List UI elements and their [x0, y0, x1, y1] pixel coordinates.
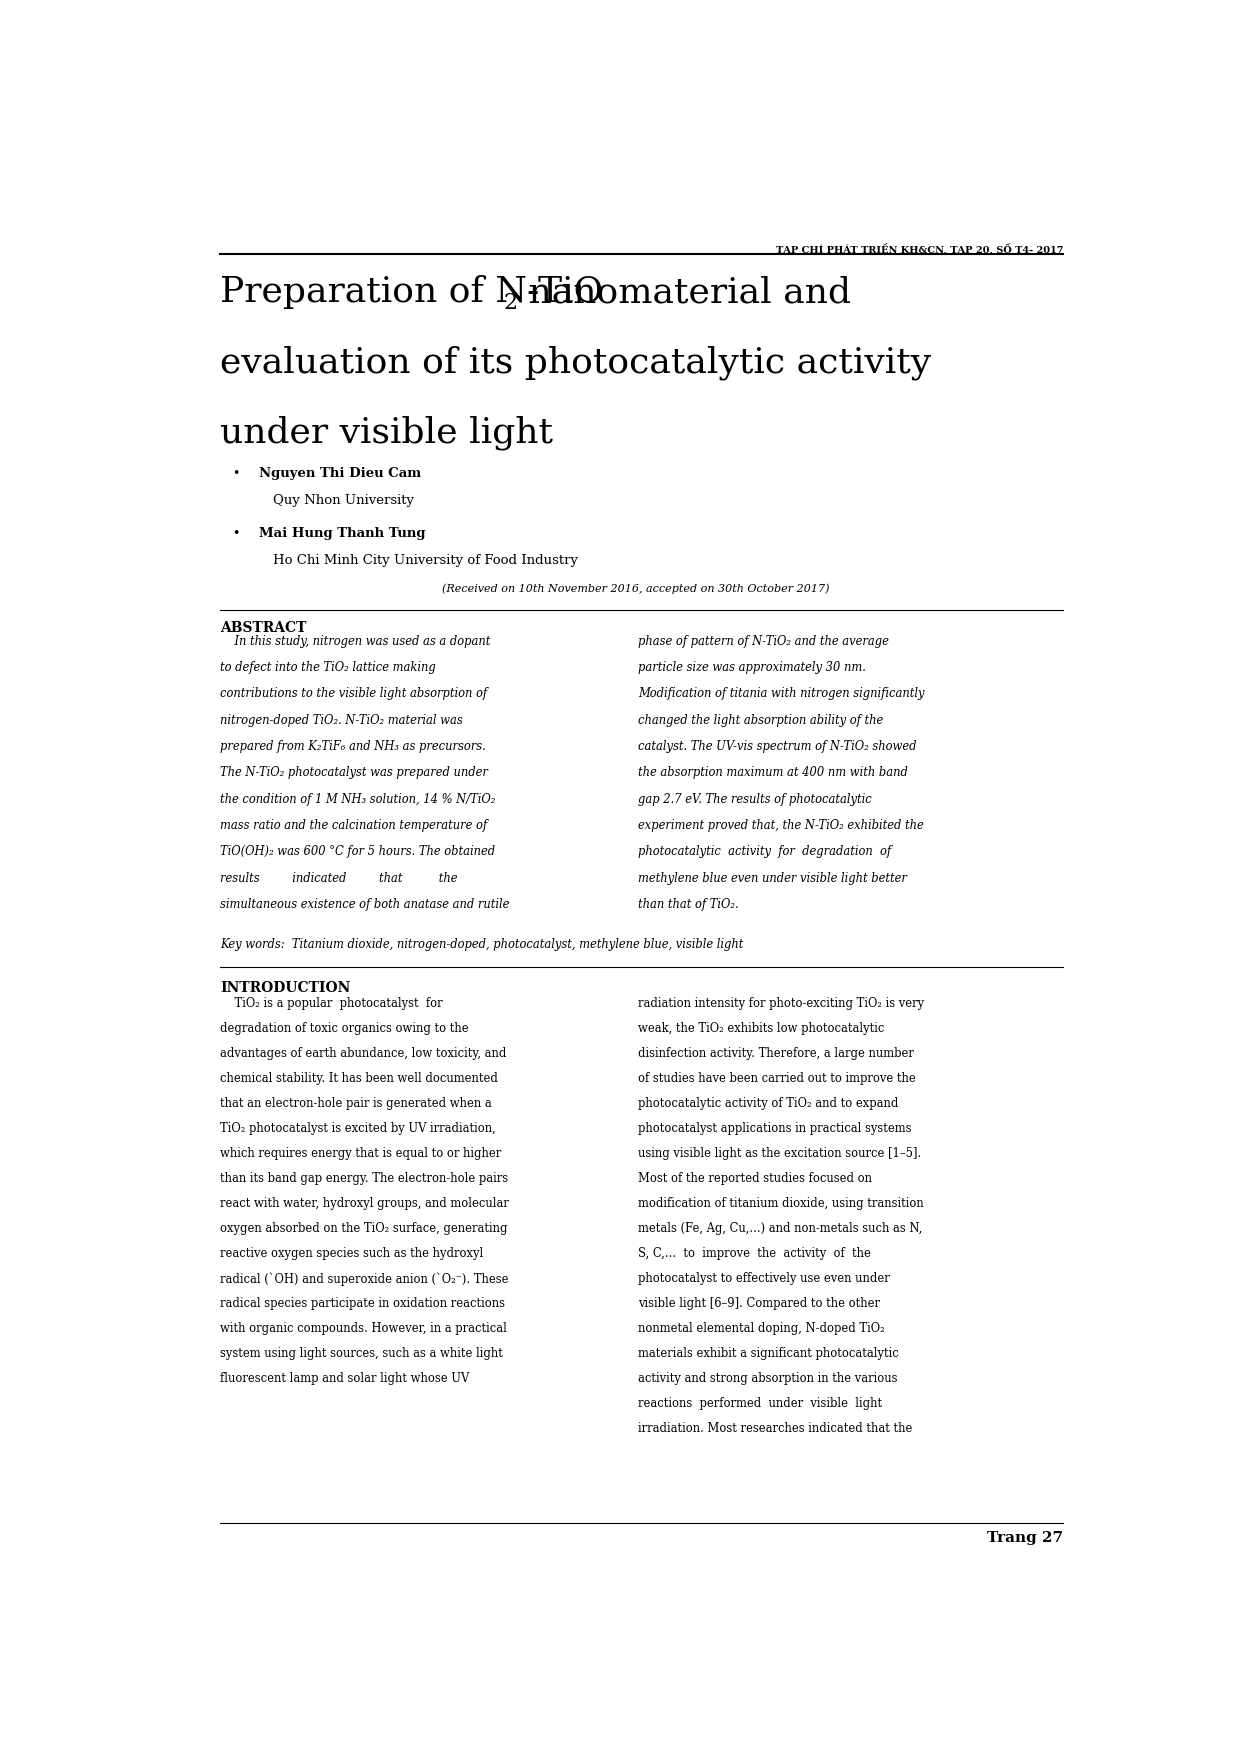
- Text: Mai Hung Thanh Tung: Mai Hung Thanh Tung: [259, 526, 425, 540]
- Text: which requires energy that is equal to or higher: which requires energy that is equal to o…: [221, 1147, 502, 1159]
- Text: TiO₂ is a popular  photocatalyst  for: TiO₂ is a popular photocatalyst for: [221, 998, 443, 1010]
- Text: the absorption maximum at 400 nm with band: the absorption maximum at 400 nm with ba…: [639, 766, 908, 779]
- Text: changed the light absorption ability of the: changed the light absorption ability of …: [639, 714, 884, 726]
- Text: modification of titanium dioxide, using transition: modification of titanium dioxide, using …: [639, 1196, 924, 1210]
- Text: of studies have been carried out to improve the: of studies have been carried out to impr…: [639, 1072, 916, 1086]
- Text: photocatalyst applications in practical systems: photocatalyst applications in practical …: [639, 1123, 911, 1135]
- Text: weak, the TiO₂ exhibits low photocatalytic: weak, the TiO₂ exhibits low photocatalyt…: [639, 1023, 885, 1035]
- Text: oxygen absorbed on the TiO₂ surface, generating: oxygen absorbed on the TiO₂ surface, gen…: [221, 1223, 508, 1235]
- Text: than that of TiO₂.: than that of TiO₂.: [639, 898, 739, 910]
- Text: visible light [6–9]. Compared to the other: visible light [6–9]. Compared to the oth…: [639, 1296, 880, 1310]
- Text: metals (Fe, Ag, Cu,...) and non-metals such as N,: metals (Fe, Ag, Cu,...) and non-metals s…: [639, 1223, 923, 1235]
- Text: disinfection activity. Therefore, a large number: disinfection activity. Therefore, a larg…: [639, 1047, 914, 1059]
- Text: particle size was approximately 30 nm.: particle size was approximately 30 nm.: [639, 661, 867, 674]
- Text: with organic compounds. However, in a practical: with organic compounds. However, in a pr…: [221, 1323, 507, 1335]
- Text: Key words:  Titanium dioxide, nitrogen-doped, photocatalyst, methylene blue, vis: Key words: Titanium dioxide, nitrogen-do…: [221, 938, 744, 951]
- Text: activity and strong absorption in the various: activity and strong absorption in the va…: [639, 1372, 898, 1386]
- Text: radical (ˋOH) and superoxide anion (ˋO₂⁻). These: radical (ˋOH) and superoxide anion (ˋO₂⁻…: [221, 1272, 508, 1286]
- Text: simultaneous existence of both anatase and rutile: simultaneous existence of both anatase a…: [221, 898, 510, 910]
- Text: react with water, hydroxyl groups, and molecular: react with water, hydroxyl groups, and m…: [221, 1196, 510, 1210]
- Text: photocatalytic activity of TiO₂ and to expand: photocatalytic activity of TiO₂ and to e…: [639, 1098, 899, 1110]
- Text: TiO(OH)₂ was 600 °C for 5 hours. The obtained: TiO(OH)₂ was 600 °C for 5 hours. The obt…: [221, 845, 496, 858]
- Text: Trang 27: Trang 27: [987, 1531, 1063, 1545]
- Text: •: •: [232, 467, 239, 481]
- Text: nitrogen-doped TiO₂. N-TiO₂ material was: nitrogen-doped TiO₂. N-TiO₂ material was: [221, 714, 463, 726]
- Text: irradiation. Most researches indicated that the: irradiation. Most researches indicated t…: [639, 1422, 913, 1435]
- Text: nanomaterial and: nanomaterial and: [517, 275, 851, 309]
- Text: •: •: [232, 526, 239, 540]
- Text: ABSTRACT: ABSTRACT: [221, 621, 306, 635]
- Text: S, C,...  to  improve  the  activity  of  the: S, C,... to improve the activity of the: [639, 1247, 872, 1259]
- Text: chemical stability. It has been well documented: chemical stability. It has been well doc…: [221, 1072, 498, 1086]
- Text: fluorescent lamp and solar light whose UV: fluorescent lamp and solar light whose U…: [221, 1372, 470, 1386]
- Text: materials exhibit a significant photocatalytic: materials exhibit a significant photocat…: [639, 1347, 899, 1359]
- Text: under visible light: under visible light: [221, 416, 553, 451]
- Text: 2: 2: [503, 291, 518, 314]
- Text: Quy Nhon University: Quy Nhon University: [273, 495, 414, 507]
- Text: degradation of toxic organics owing to the: degradation of toxic organics owing to t…: [221, 1023, 469, 1035]
- Text: to defect into the TiO₂ lattice making: to defect into the TiO₂ lattice making: [221, 661, 436, 674]
- Text: results         indicated         that          the: results indicated that the: [221, 872, 458, 884]
- Text: reactions  performed  under  visible  light: reactions performed under visible light: [639, 1396, 883, 1410]
- Text: contributions to the visible light absorption of: contributions to the visible light absor…: [221, 688, 487, 700]
- Text: advantages of earth abundance, low toxicity, and: advantages of earth abundance, low toxic…: [221, 1047, 507, 1059]
- Text: Nguyen Thi Dieu Cam: Nguyen Thi Dieu Cam: [259, 467, 420, 481]
- Text: Preparation of N-TiO: Preparation of N-TiO: [221, 275, 604, 309]
- Text: the condition of 1 M NH₃ solution, 14 % N/TiO₂: the condition of 1 M NH₃ solution, 14 % …: [221, 793, 496, 805]
- Text: phase of pattern of N-TiO₂ and the average: phase of pattern of N-TiO₂ and the avera…: [639, 635, 889, 647]
- Text: prepared from K₂TiF₆ and NH₃ as precursors.: prepared from K₂TiF₆ and NH₃ as precurso…: [221, 740, 486, 752]
- Text: mass ratio and the calcination temperature of: mass ratio and the calcination temperatu…: [221, 819, 487, 831]
- Text: TẠP CHÍ PHÁT TRIỀN KH&CN, TẠP 20, SỐ T4- 2017: TẠP CHÍ PHÁT TRIỀN KH&CN, TẠP 20, SỐ T4-…: [776, 242, 1063, 254]
- Text: The N-TiO₂ photocatalyst was prepared under: The N-TiO₂ photocatalyst was prepared un…: [221, 766, 489, 779]
- Text: (Received on 10th November 2016, accepted on 30th October 2017): (Received on 10th November 2016, accepte…: [441, 584, 830, 595]
- Text: INTRODUCTION: INTRODUCTION: [221, 980, 351, 995]
- Text: In this study, nitrogen was used as a dopant: In this study, nitrogen was used as a do…: [221, 635, 491, 647]
- Text: gap 2.7 eV. The results of photocatalytic: gap 2.7 eV. The results of photocatalyti…: [639, 793, 872, 805]
- Text: reactive oxygen species such as the hydroxyl: reactive oxygen species such as the hydr…: [221, 1247, 484, 1259]
- Text: Modification of titania with nitrogen significantly: Modification of titania with nitrogen si…: [639, 688, 925, 700]
- Text: TiO₂ photocatalyst is excited by UV irradiation,: TiO₂ photocatalyst is excited by UV irra…: [221, 1123, 496, 1135]
- Text: photocatalyst to effectively use even under: photocatalyst to effectively use even un…: [639, 1272, 890, 1286]
- Text: that an electron-hole pair is generated when a: that an electron-hole pair is generated …: [221, 1098, 492, 1110]
- Text: evaluation of its photocatalytic activity: evaluation of its photocatalytic activit…: [221, 346, 931, 381]
- Text: radical species participate in oxidation reactions: radical species participate in oxidation…: [221, 1296, 506, 1310]
- Text: than its band gap energy. The electron-hole pairs: than its band gap energy. The electron-h…: [221, 1172, 508, 1186]
- Text: radiation intensity for photo-exciting TiO₂ is very: radiation intensity for photo-exciting T…: [639, 998, 925, 1010]
- Text: methylene blue even under visible light better: methylene blue even under visible light …: [639, 872, 908, 884]
- Text: catalyst. The UV-vis spectrum of N-TiO₂ showed: catalyst. The UV-vis spectrum of N-TiO₂ …: [639, 740, 916, 752]
- Text: system using light sources, such as a white light: system using light sources, such as a wh…: [221, 1347, 503, 1359]
- Text: Most of the reported studies focused on: Most of the reported studies focused on: [639, 1172, 873, 1186]
- Text: experiment proved that, the N-TiO₂ exhibited the: experiment proved that, the N-TiO₂ exhib…: [639, 819, 924, 831]
- Text: Ho Chi Minh City University of Food Industry: Ho Chi Minh City University of Food Indu…: [273, 554, 578, 567]
- Text: using visible light as the excitation source [1–5].: using visible light as the excitation so…: [639, 1147, 921, 1159]
- Text: photocatalytic  activity  for  degradation  of: photocatalytic activity for degradation …: [639, 845, 892, 858]
- Text: nonmetal elemental doping, N-doped TiO₂: nonmetal elemental doping, N-doped TiO₂: [639, 1323, 885, 1335]
